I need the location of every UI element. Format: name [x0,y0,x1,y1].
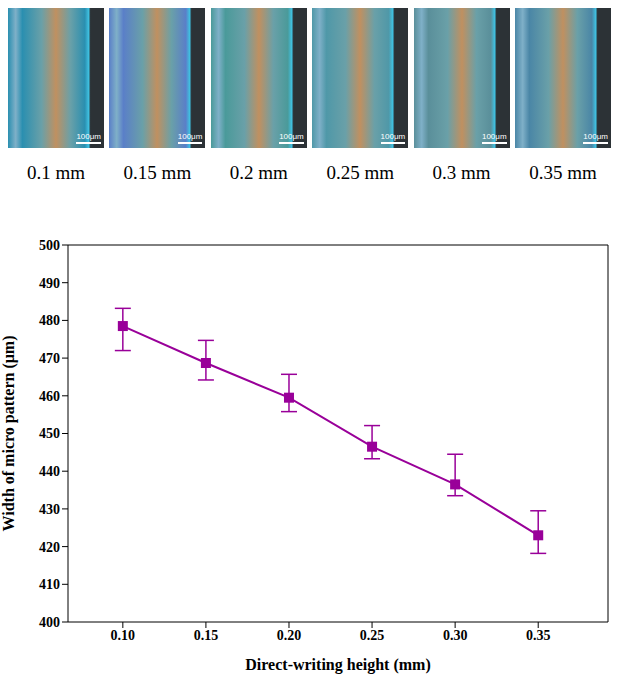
svg-text:490: 490 [39,276,60,291]
html-text:100μm: 100μm [76,132,101,141]
svg-text:0.15: 0.15 [194,628,219,643]
svg-text:Direct-writing height (mm): Direct-writing height (mm) [245,656,430,674]
html-text:0.35 mm: 0.35 mm [529,162,597,183]
svg-text:0.20: 0.20 [277,628,302,643]
svg-text:Width of micro pattern (μm): Width of micro pattern (μm) [0,335,18,531]
svg-text:0.10: 0.10 [111,628,136,643]
svg-text:450: 450 [39,426,60,441]
html-text:100μm: 100μm [380,132,406,141]
svg-text:410: 410 [39,577,60,592]
html-text:0.15 mm: 0.15 mm [123,162,192,183]
svg-text:430: 430 [39,502,60,517]
html-text:100μm: 100μm [481,132,507,141]
html-text:100μm: 100μm [279,132,304,141]
svg-text:0.25: 0.25 [360,628,385,643]
svg-text:440: 440 [39,464,60,479]
svg-text:500: 500 [39,238,60,253]
html-text:0.3 mm: 0.3 mm [432,162,491,183]
html-text:100μm: 100μm [177,132,203,141]
html-text:0.1 mm: 0.1 mm [27,162,85,183]
html-text:0.2 mm: 0.2 mm [229,162,288,183]
html-text:100μm: 100μm [583,132,608,141]
svg-text:400: 400 [39,615,60,630]
html-text:0.25 mm: 0.25 mm [326,162,394,183]
svg-text:0.35: 0.35 [526,628,551,643]
svg-text:0.30: 0.30 [443,628,468,643]
svg-text:460: 460 [39,389,60,404]
svg-text:470: 470 [39,351,60,366]
svg-text:420: 420 [39,540,60,555]
svg-text:480: 480 [39,313,60,328]
